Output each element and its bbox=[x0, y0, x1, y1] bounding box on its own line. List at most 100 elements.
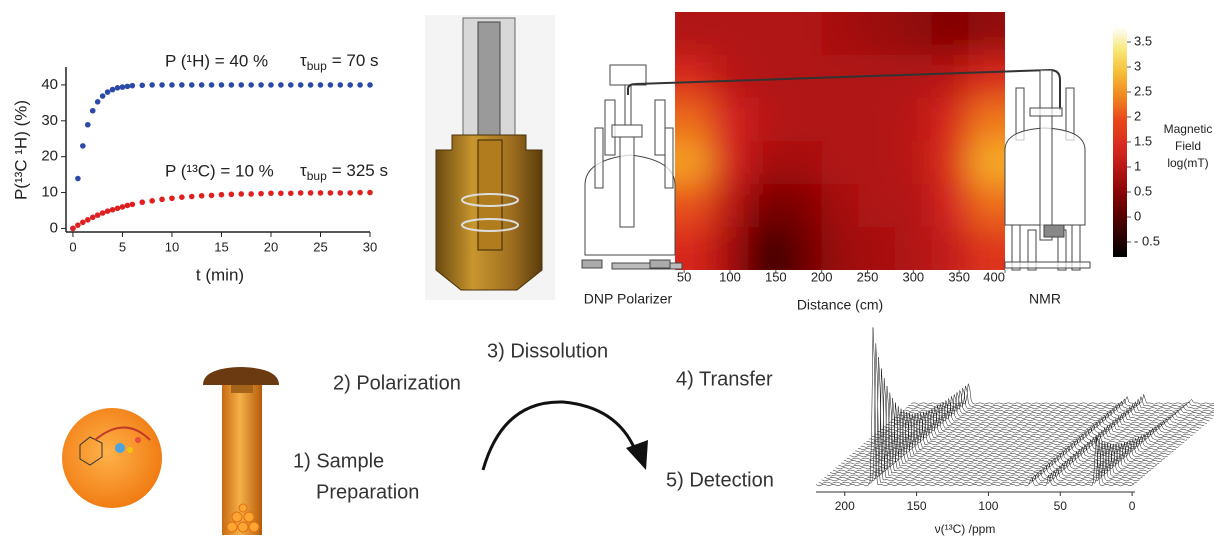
annotation: P (¹H) = 40 % bbox=[165, 51, 268, 70]
data-point bbox=[199, 193, 205, 199]
heatmap-cells bbox=[645, 0, 1035, 300]
data-point bbox=[347, 190, 353, 196]
colorbar-label: log(mT) bbox=[1167, 156, 1208, 170]
heatmap-cell bbox=[645, 0, 712, 55]
data-point bbox=[100, 93, 106, 99]
tau-text: = 70 s bbox=[332, 51, 379, 70]
x-tick-label: 0 bbox=[69, 239, 76, 254]
data-point bbox=[268, 190, 274, 196]
data-point bbox=[258, 82, 264, 88]
heatmap-cell bbox=[858, 0, 895, 55]
data-point bbox=[288, 82, 294, 88]
data-point bbox=[115, 85, 121, 91]
heatmap-cell bbox=[968, 55, 1035, 98]
data-point bbox=[75, 176, 81, 182]
x-tick-label: 300 bbox=[902, 269, 924, 284]
data-point bbox=[308, 82, 314, 88]
data-point bbox=[298, 82, 304, 88]
data-point bbox=[337, 82, 343, 88]
data-point bbox=[357, 190, 363, 196]
x-tick-label: 100 bbox=[719, 269, 741, 284]
data-point bbox=[248, 191, 254, 197]
data-point bbox=[367, 190, 373, 196]
colorbar-tick-label: - 0.5 bbox=[1134, 233, 1160, 248]
data-point bbox=[139, 199, 145, 205]
x-axis-label: t (min) bbox=[196, 265, 244, 284]
heatmap-cell bbox=[712, 55, 749, 98]
data-point bbox=[139, 82, 145, 88]
data-point bbox=[179, 194, 185, 200]
annotation: τbup= 325 s bbox=[300, 161, 388, 183]
data-point bbox=[258, 191, 264, 197]
heatmap-cell bbox=[712, 141, 749, 184]
heatmap-cell bbox=[785, 141, 822, 184]
y-tick-label: 30 bbox=[41, 112, 58, 129]
spectrum-trace bbox=[822, 357, 1140, 481]
heatmap-cell bbox=[785, 227, 822, 300]
data-point bbox=[278, 82, 284, 88]
data-point bbox=[308, 190, 314, 196]
sample-sphere bbox=[62, 408, 162, 508]
spectra bbox=[816, 327, 1214, 486]
arrow-head bbox=[626, 440, 648, 470]
data-point bbox=[80, 220, 86, 226]
data-point bbox=[337, 190, 343, 196]
colorbar-label: Field bbox=[1175, 139, 1201, 153]
y-tick-label: 20 bbox=[41, 148, 58, 165]
heatmap-cell bbox=[785, 184, 822, 227]
data-point bbox=[229, 192, 235, 198]
data-point bbox=[130, 83, 136, 89]
data-point bbox=[75, 222, 81, 228]
data-point bbox=[219, 192, 225, 198]
data-point bbox=[328, 190, 334, 196]
cycle-arrow bbox=[483, 402, 636, 470]
data-point bbox=[110, 87, 116, 93]
data-point bbox=[149, 198, 155, 204]
step-label: 4) Transfer bbox=[676, 368, 773, 390]
x-tick-label: 150 bbox=[765, 269, 787, 284]
heatmap-cell bbox=[822, 184, 859, 227]
colorbar-tick-label: 0.5 bbox=[1134, 183, 1152, 198]
data-point bbox=[219, 82, 225, 88]
x-tick-label: 100 bbox=[978, 499, 998, 513]
colorbar-tick-label: 2.5 bbox=[1134, 83, 1152, 98]
data-point bbox=[80, 143, 86, 149]
data-point bbox=[90, 214, 96, 220]
x-tick-label: 250 bbox=[857, 269, 879, 284]
heatmap-cell bbox=[748, 98, 785, 141]
data-point bbox=[298, 190, 304, 196]
data-point bbox=[328, 82, 334, 88]
data-point bbox=[85, 217, 91, 223]
heatmap-cell bbox=[748, 141, 785, 184]
data-point bbox=[238, 191, 244, 197]
heatmap-cell bbox=[895, 227, 932, 300]
step-label: 2) Polarization bbox=[333, 372, 461, 394]
right-label: NMR bbox=[1029, 291, 1061, 307]
x-tick-label: 200 bbox=[835, 499, 855, 513]
data-point bbox=[95, 99, 101, 105]
heatmap-cell bbox=[858, 184, 895, 227]
colorbar-tick-label: 1 bbox=[1134, 158, 1141, 173]
colorbar bbox=[1113, 27, 1127, 257]
heatmap-cell bbox=[932, 184, 969, 227]
data-point bbox=[318, 82, 324, 88]
step-label: 3) Dissolution bbox=[487, 340, 608, 362]
x-tick-label: 25 bbox=[313, 239, 327, 254]
colorbar-label: Magnetic bbox=[1164, 122, 1213, 136]
data-point bbox=[159, 82, 165, 88]
data-point bbox=[130, 202, 136, 208]
annotation: P (¹³C) = 10 % bbox=[165, 161, 274, 180]
x-tick-label: 30 bbox=[363, 239, 377, 254]
data-point bbox=[288, 190, 294, 196]
data-point bbox=[159, 197, 165, 203]
heatmap-cell bbox=[822, 98, 859, 141]
colorbar-tick-label: 2 bbox=[1134, 108, 1141, 123]
x-tick-label: 15 bbox=[214, 239, 228, 254]
data-point bbox=[248, 82, 254, 88]
heatmap-cell bbox=[932, 55, 969, 98]
spectrum-trace bbox=[816, 327, 1134, 486]
figure: 1) Sample Preparation 2) Polarization 3)… bbox=[0, 0, 1214, 542]
data-point bbox=[278, 190, 284, 196]
left-label: DNP Polarizer bbox=[584, 291, 673, 307]
data-point bbox=[189, 194, 195, 200]
